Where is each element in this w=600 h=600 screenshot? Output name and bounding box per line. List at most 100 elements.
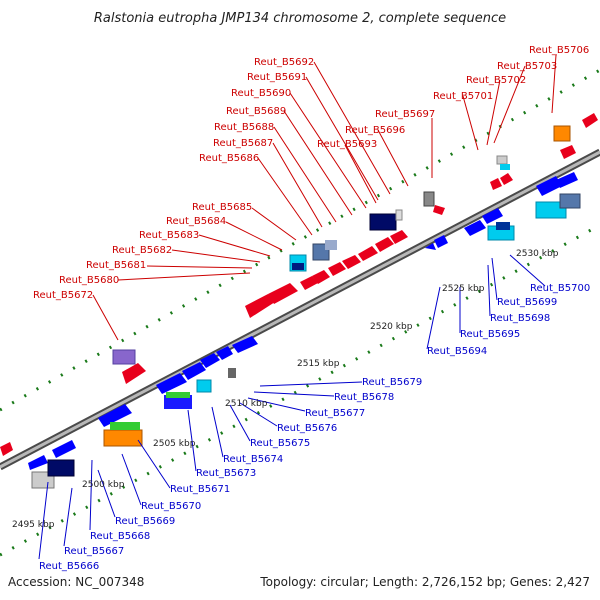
- gene-label[interactable]: Reut_B5670: [141, 501, 201, 512]
- gene-label[interactable]: Reut_B5680: [59, 275, 119, 286]
- gene-label[interactable]: Reut_B5689: [226, 106, 286, 117]
- gene-label[interactable]: Reut_B5696: [345, 125, 405, 136]
- gene-block[interactable]: [535, 201, 567, 219]
- callout-line: [289, 92, 367, 209]
- gene-label[interactable]: Reut_B5688: [214, 122, 274, 133]
- gene-block[interactable]: [103, 429, 143, 447]
- gene-label[interactable]: Reut_B5668: [90, 531, 150, 542]
- gene-label[interactable]: Reut_B5687: [213, 138, 273, 149]
- gene-label[interactable]: Reut_B5671: [170, 484, 230, 495]
- gene-label[interactable]: Reut_B5669: [115, 516, 175, 527]
- gene-arrow[interactable]: [122, 363, 146, 384]
- map-title: Ralstonia eutropha JMP134 chromosome 2, …: [94, 11, 506, 26]
- gene-arrow[interactable]: [425, 243, 436, 250]
- gene-label[interactable]: Reut_B5684: [166, 216, 226, 227]
- gene-arrow[interactable]: [433, 205, 445, 215]
- gene-label[interactable]: Reut_B5679: [362, 377, 422, 388]
- callout-line: [92, 294, 119, 341]
- gene-arrow[interactable]: [536, 176, 562, 196]
- gene-block[interactable]: [228, 368, 236, 378]
- scale-label: 2495 kbp: [12, 520, 55, 530]
- gene-label[interactable]: Reut_B5698: [490, 313, 550, 324]
- gene-block[interactable]: [496, 222, 510, 230]
- gene-arrow[interactable]: [216, 346, 233, 360]
- gene-arrow[interactable]: [98, 404, 132, 427]
- gene-label[interactable]: Reut_B5673: [196, 468, 256, 479]
- gene-arrow[interactable]: [342, 255, 361, 269]
- gene-block[interactable]: [500, 164, 510, 170]
- gene-label[interactable]: Reut_B5695: [460, 329, 520, 340]
- gene-label[interactable]: Reut_B5701: [433, 91, 493, 102]
- gene-arrow[interactable]: [582, 113, 598, 128]
- gene-label[interactable]: Reut_B5675: [250, 438, 310, 449]
- gene-label[interactable]: Reut_B5706: [529, 45, 589, 56]
- gene-arrow[interactable]: [390, 230, 408, 244]
- gene-block[interactable]: [112, 349, 136, 365]
- gene-arrow[interactable]: [560, 145, 576, 159]
- gene-block[interactable]: [164, 395, 192, 409]
- gene-label[interactable]: Reut_B5693: [317, 139, 377, 150]
- gene-arrow[interactable]: [232, 336, 258, 353]
- gene-block[interactable]: [47, 459, 75, 477]
- gene-block[interactable]: [196, 379, 212, 393]
- gene-label[interactable]: Reut_B5692: [254, 57, 314, 68]
- gene-block[interactable]: [423, 191, 435, 207]
- gene-block[interactable]: [496, 155, 508, 165]
- gene-arrow[interactable]: [0, 442, 13, 456]
- gene-label[interactable]: Reut_B5667: [64, 546, 124, 557]
- gene-label[interactable]: Reut_B5685: [192, 202, 252, 213]
- gene-arrow[interactable]: [200, 353, 220, 368]
- gene-label[interactable]: Reut_B5682: [112, 245, 172, 256]
- gene-arrow[interactable]: [375, 237, 394, 252]
- callout-line: [239, 402, 278, 427]
- gene-block[interactable]: [369, 213, 397, 231]
- gene-block[interactable]: [553, 125, 571, 142]
- gene-arrow[interactable]: [328, 262, 346, 276]
- gene-label[interactable]: Reut_B5694: [427, 346, 487, 357]
- gene-label[interactable]: Reut_B5699: [497, 297, 557, 308]
- forward-callout-lines: [92, 54, 557, 341]
- gene-label[interactable]: Reut_B5681: [86, 260, 146, 271]
- gene-arrow[interactable]: [28, 455, 48, 470]
- gene-label[interactable]: Reut_B5690: [231, 88, 291, 99]
- callout-line: [487, 264, 491, 317]
- gene-arrow[interactable]: [300, 276, 318, 290]
- gene-label[interactable]: Reut_B5672: [33, 290, 93, 301]
- gene-arrow[interactable]: [52, 440, 76, 458]
- gene-block[interactable]: [559, 193, 581, 209]
- gene-arrow[interactable]: [500, 173, 513, 185]
- gene-arrow[interactable]: [245, 294, 275, 318]
- callout-line: [89, 459, 93, 531]
- gene-arrow[interactable]: [312, 270, 330, 284]
- callout-line: [493, 65, 526, 144]
- callout-line: [283, 110, 353, 216]
- gene-label[interactable]: Reut_B5703: [497, 61, 557, 72]
- gene-arrow[interactable]: [182, 362, 206, 380]
- gene-label[interactable]: Reut_B5683: [139, 230, 199, 241]
- gene-arrow[interactable]: [556, 172, 578, 188]
- gene-arrow[interactable]: [358, 246, 378, 261]
- gene-label[interactable]: Reut_B5697: [375, 109, 435, 120]
- gene-arrow[interactable]: [490, 178, 502, 190]
- gene-label[interactable]: Reut_B5676: [277, 423, 337, 434]
- gene-label[interactable]: Reut_B5700: [530, 283, 590, 294]
- gene-label[interactable]: Reut_B5678: [334, 392, 394, 403]
- gene-block[interactable]: [395, 209, 403, 221]
- gene-label[interactable]: Reut_B5674: [223, 454, 283, 465]
- gene-arrow[interactable]: [156, 373, 187, 394]
- gene-block[interactable]: [166, 392, 190, 398]
- gene-block[interactable]: [110, 422, 140, 430]
- gene-label[interactable]: Reut_B5666: [39, 561, 99, 572]
- gene-arrow[interactable]: [268, 283, 298, 304]
- gene-label[interactable]: Reut_B5677: [305, 408, 365, 419]
- gene-arrow[interactable]: [464, 220, 486, 236]
- gene-arrow[interactable]: [434, 235, 448, 248]
- gene-arrow[interactable]: [482, 208, 503, 224]
- gene-block[interactable]: [292, 263, 304, 270]
- callout-line: [344, 144, 377, 204]
- gene-label[interactable]: Reut_B5686: [199, 153, 259, 164]
- gene-label[interactable]: Reut_B5702: [466, 75, 526, 86]
- gene-block[interactable]: [325, 240, 337, 250]
- gene-label[interactable]: Reut_B5691: [247, 72, 307, 83]
